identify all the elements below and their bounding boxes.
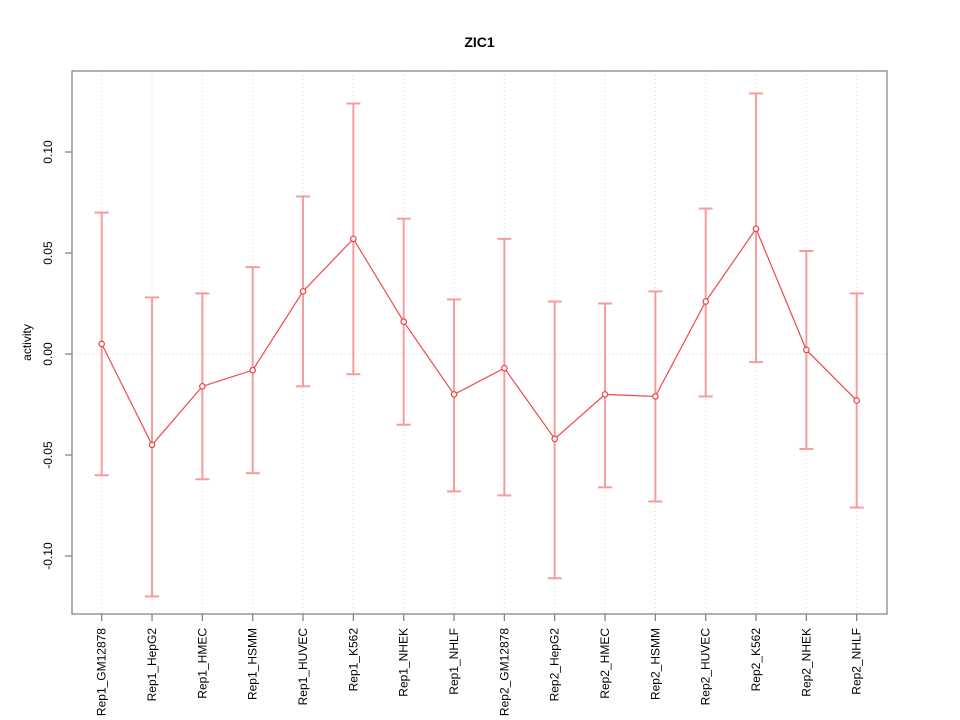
x-tick-label: Rep2_HSMM <box>648 628 662 700</box>
y-axis-title: activity <box>20 324 34 361</box>
x-tick-label: Rep1_NHLF <box>447 628 461 695</box>
data-point <box>501 364 508 372</box>
y-tick-label: -0.05 <box>41 441 55 469</box>
error-bars-layer <box>94 92 864 598</box>
plot-frame <box>71 70 888 615</box>
data-point <box>350 235 357 243</box>
x-tick-label: Rep2_GM12878 <box>497 628 511 716</box>
data-point <box>752 225 760 233</box>
x-tick-label: Rep1_K562 <box>346 628 360 692</box>
data-point <box>450 391 458 398</box>
x-tick-label: Rep1_HSMM <box>246 628 260 700</box>
data-point <box>803 346 810 354</box>
series-line <box>101 227 858 446</box>
y-tick-label: -0.10 <box>41 542 55 570</box>
x-tick-label: Rep1_HepG2 <box>145 628 159 702</box>
data-point <box>249 366 257 374</box>
x-tick-label: Rep2_HMEC <box>598 628 612 699</box>
data-point <box>400 318 408 325</box>
data-point <box>551 435 559 443</box>
x-tick-label: Rep2_K562 <box>749 628 763 692</box>
x-tick-label: Rep2_HepG2 <box>548 628 562 702</box>
tick-labels-layer: -0.10 -0.05 0.00 0.05 0.10 Rep1_GM12878 Rep1_H… <box>41 140 864 716</box>
data-point <box>702 298 710 305</box>
data-point <box>601 391 609 398</box>
x-tick-label: Rep2_HUVEC <box>699 628 713 706</box>
y-tick-label: 0.05 <box>41 241 55 265</box>
x-tick-label: Rep1_HUVEC <box>296 628 310 706</box>
x-tick-label: Rep1_NHEK <box>397 628 411 697</box>
x-tick-label: Rep2_NHLF <box>850 628 864 695</box>
data-point <box>299 288 307 295</box>
x-tick-label: Rep2_NHEK <box>799 628 813 697</box>
data-point <box>148 441 156 449</box>
data-points-layer <box>98 225 861 449</box>
data-point <box>98 340 106 348</box>
chart-title: ZIC1 <box>464 34 495 50</box>
data-point <box>199 383 206 390</box>
data-point <box>853 397 861 404</box>
y-tick-label: 0.10 <box>41 140 55 164</box>
x-tick-label: Rep1_GM12878 <box>95 628 109 716</box>
y-tick-label: 0.00 <box>41 342 55 366</box>
data-point <box>652 393 659 400</box>
x-tick-label: Rep1_HMEC <box>195 628 209 699</box>
series-line-layer <box>101 227 858 446</box>
gridlines-layer <box>72 71 887 614</box>
axes-layer <box>65 70 888 621</box>
